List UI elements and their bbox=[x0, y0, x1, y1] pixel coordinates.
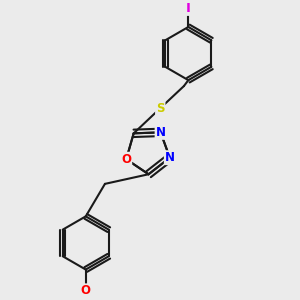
Text: O: O bbox=[121, 153, 131, 166]
Text: S: S bbox=[156, 102, 164, 115]
Text: N: N bbox=[156, 126, 166, 139]
Text: O: O bbox=[81, 284, 91, 297]
Text: I: I bbox=[186, 2, 191, 15]
Text: N: N bbox=[165, 151, 175, 164]
